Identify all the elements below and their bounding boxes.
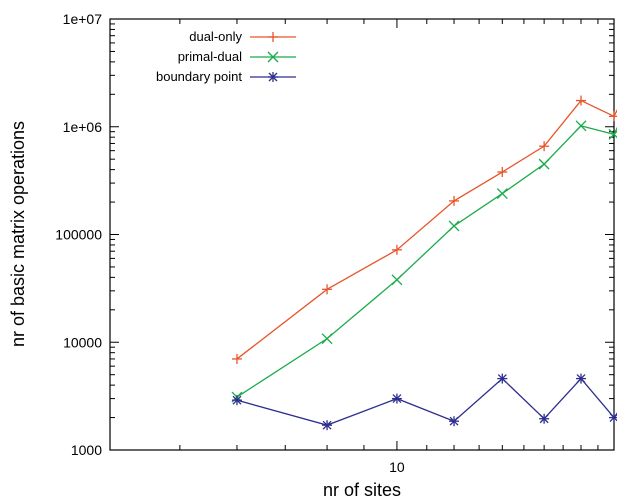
series-line-primal-dual — [236, 125, 617, 398]
marker-stroke — [321, 333, 333, 345]
data-point-primal-dual — [448, 220, 460, 232]
data-point-dual-only — [497, 167, 508, 178]
data-point-boundary-point — [391, 393, 402, 404]
data-point-dual-only — [449, 195, 460, 206]
x-axis-title: nr of sites — [323, 480, 401, 500]
data-point-primal-dual — [538, 158, 550, 170]
data-point-primal-dual — [391, 274, 403, 286]
series-layer — [231, 95, 617, 431]
marker-stroke — [267, 51, 279, 63]
data-point-boundary-point — [231, 395, 242, 406]
data-point-dual-only — [576, 95, 587, 106]
series-line-boundary-point — [236, 377, 617, 426]
marker-stroke — [576, 374, 586, 384]
data-point-primal-dual — [496, 188, 508, 199]
marker-stroke — [449, 416, 459, 426]
marker-stroke — [322, 420, 332, 430]
data-point-primal-dual — [575, 120, 587, 132]
legend-label: dual-only — [189, 29, 242, 44]
data-point-dual-only — [609, 111, 617, 122]
marker-stroke — [538, 158, 550, 170]
legend-marker — [267, 51, 279, 63]
legend-label: primal-dual — [178, 49, 242, 64]
legend-marker — [268, 32, 278, 42]
axis-ticks: 1000 10000 100000 1e+06 1e+07 10 — [55, 11, 615, 475]
data-point-boundary-point — [576, 373, 587, 384]
marker-stroke — [539, 414, 549, 424]
y-axis-title: nr of basic matrix operations — [8, 121, 28, 347]
series-line-dual-only — [236, 99, 617, 360]
marker-stroke — [448, 220, 460, 232]
legend: dual-only primal-dual boundary point — [156, 29, 296, 84]
legend-marker — [268, 72, 278, 82]
data-point-boundary-point — [449, 416, 460, 427]
x-tick-label: 10 — [389, 459, 405, 475]
marker-stroke — [608, 130, 617, 140]
data-point-boundary-point — [539, 413, 550, 424]
y-tick-label: 10000 — [63, 334, 102, 350]
marker-stroke — [496, 188, 508, 199]
data-point-primal-dual — [321, 333, 333, 345]
data-point-primal-dual — [608, 128, 617, 140]
marker-stroke — [391, 274, 403, 286]
marker-stroke — [575, 120, 587, 132]
data-point-dual-only — [539, 141, 550, 152]
marker-stroke — [268, 72, 278, 82]
marker-stroke — [497, 374, 507, 384]
marker-stroke — [392, 394, 402, 404]
data-point-dual-only — [391, 244, 402, 255]
legend-label: boundary point — [156, 69, 242, 84]
y-tick-label: 1e+07 — [63, 11, 103, 27]
data-point-dual-only — [231, 353, 242, 364]
data-point-boundary-point — [322, 420, 333, 431]
marker-stroke — [232, 395, 242, 405]
y-tick-label: 100000 — [55, 227, 102, 243]
data-point-dual-only — [322, 284, 333, 295]
data-point-boundary-point — [497, 373, 508, 384]
y-tick-label: 1000 — [71, 442, 102, 458]
y-tick-label: 1e+06 — [63, 119, 103, 135]
